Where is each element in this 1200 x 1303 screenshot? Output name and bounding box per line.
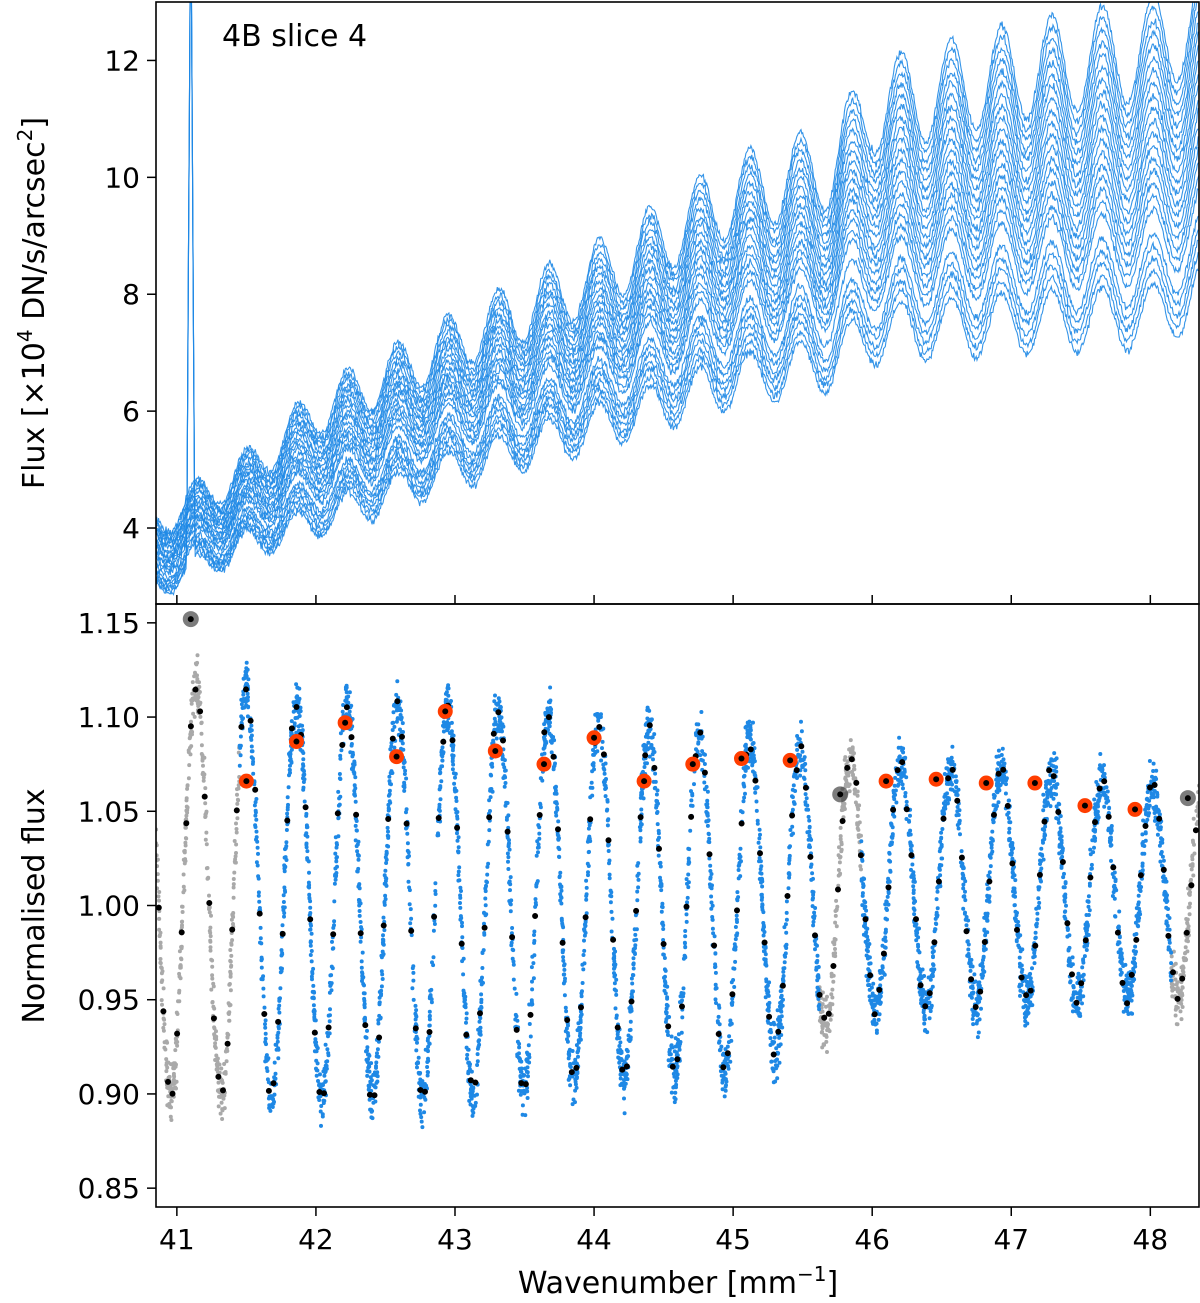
top-spectrum-line	[857, 175, 1199, 304]
top-spectrum-line	[156, 2, 1199, 592]
bottom-ytick-label: 0.90	[78, 1078, 140, 1111]
bottom-peak-center	[983, 780, 990, 787]
bottom-yticks: 0.85 0.90 0.95 1.00 1.05 1.10 1.15	[78, 607, 156, 1205]
bottom-xlabel-part2: ]	[826, 1266, 838, 1301]
bottom-peak-center	[393, 753, 400, 760]
top-spectrum-line	[156, 2, 1198, 542]
top-spectrum-line	[156, 2, 1199, 589]
bottom-peak-center	[342, 719, 349, 726]
top-spectrum-line	[156, 45, 1199, 551]
top-spectrum-line	[156, 2, 1199, 596]
top-ytick-label: 10	[104, 161, 140, 194]
top-ytick-label: 4	[122, 512, 140, 545]
bottom-xlabel-part1: Wavenumber [mm	[518, 1266, 797, 1301]
top-spectrum-line	[156, 99, 1199, 563]
top-ytick-label: 8	[122, 278, 140, 311]
bottom-peak-center	[293, 738, 300, 745]
top-spectrum-line	[156, 2, 1194, 536]
bottom-ylabel: Normalised flux	[17, 788, 52, 1023]
top-spectrum-line	[156, 215, 1199, 586]
bottom-xtick-label: 45	[715, 1223, 751, 1256]
bottom-xlabel: Wavenumber [mm−1]	[518, 1262, 838, 1301]
bottom-xlabel-sup: −1	[797, 1262, 826, 1286]
top-ytick-label: 6	[122, 395, 140, 428]
top-spectrum-line	[156, 60, 1199, 555]
top-spectrum-line	[156, 294, 824, 584]
bottom-xtick-label: 44	[576, 1223, 612, 1256]
top-spectrum-line	[156, 187, 1199, 581]
top-spectrum-line	[156, 162, 1199, 576]
bottom-peak-center	[591, 734, 598, 741]
top-panel-title: 4B slice 4	[222, 19, 367, 54]
bottom-ytick-label: 1.10	[78, 701, 140, 734]
top-ylabel: Flux [×104 DN/s/arcsec2]	[13, 117, 52, 489]
top-spectrum-line	[156, 128, 1199, 567]
bottom-peak-center	[492, 747, 499, 754]
top-spectrum-line	[156, 136, 1199, 571]
bottom-ytick-label: 1.15	[78, 607, 140, 640]
bottom-used-points	[237, 660, 1174, 1130]
top-spectrum-line	[156, 74, 1199, 557]
bottom-peak-center	[442, 708, 449, 715]
bottom-peak-center	[1031, 780, 1038, 787]
bottom-xtick-label: 41	[159, 1223, 195, 1256]
top-spectrum-line	[156, 2, 1199, 595]
bottom-peak-center	[738, 755, 745, 762]
bottom-peak-center	[641, 778, 648, 785]
bottom-peak-center	[933, 776, 940, 783]
bottom-panel-normalised: 0.850.900.951.001.051.101.15 41 42 43 44 45 4…	[17, 603, 1200, 1301]
bottom-xticks: 41 42 43 44 45 46 47 48	[159, 1207, 1168, 1256]
bottom-binned-points	[156, 686, 1199, 1099]
top-spectrum-line	[156, 31, 1199, 550]
bottom-peak-center	[540, 761, 547, 768]
top-spectrum-line	[156, 107, 1199, 566]
bottom-points-group	[156, 611, 1199, 1130]
bottom-peak-center	[1132, 806, 1139, 813]
top-series-group	[156, 2, 1199, 596]
bottom-ytick-label: 0.95	[78, 984, 140, 1017]
bottom-peak-center	[883, 778, 890, 785]
bottom-xtick-label: 46	[854, 1223, 890, 1256]
top-ylabel-sup2: 2	[13, 129, 37, 142]
top-yticks: 4 6 8 10 12	[104, 44, 156, 545]
bottom-peak-center	[787, 757, 794, 764]
bottom-ytick-label: 1.00	[78, 890, 140, 923]
bottom-xtick-label: 48	[1133, 1223, 1169, 1256]
top-ylabel-sup1: 4	[13, 329, 37, 342]
bottom-peak-center	[1081, 802, 1088, 809]
bottom-rejected-peak-center	[187, 616, 194, 623]
bottom-xtick-label: 47	[993, 1223, 1029, 1256]
bottom-axes-frame	[155, 603, 1200, 1208]
bottom-rejected-peak-center	[837, 791, 844, 798]
top-spectrum-line	[156, 2, 1196, 537]
bottom-ytick-label: 1.05	[78, 795, 140, 828]
top-spectrum-line	[156, 22, 1199, 546]
bottom-ytick-label: 0.85	[78, 1172, 140, 1205]
bottom-peak-center	[689, 761, 696, 768]
top-xticks	[176, 595, 1152, 604]
top-ylabel-part1: Flux [×10	[17, 342, 52, 489]
top-ylabel-part3: ]	[17, 117, 52, 129]
top-spectrum-line	[156, 146, 1199, 572]
top-ytick-label: 12	[104, 44, 140, 77]
bottom-peak-center	[243, 778, 250, 785]
bottom-rejected-peak-center	[1184, 795, 1191, 802]
bottom-xtick-label: 42	[298, 1223, 334, 1256]
bottom-rejected-points	[156, 653, 1199, 1122]
top-spectrum-line	[156, 11, 1199, 546]
bottom-xtick-label: 43	[437, 1223, 473, 1256]
top-ylabel-part2: DN/s/arcsec	[17, 141, 52, 329]
top-spectrum-line	[156, 85, 1199, 560]
